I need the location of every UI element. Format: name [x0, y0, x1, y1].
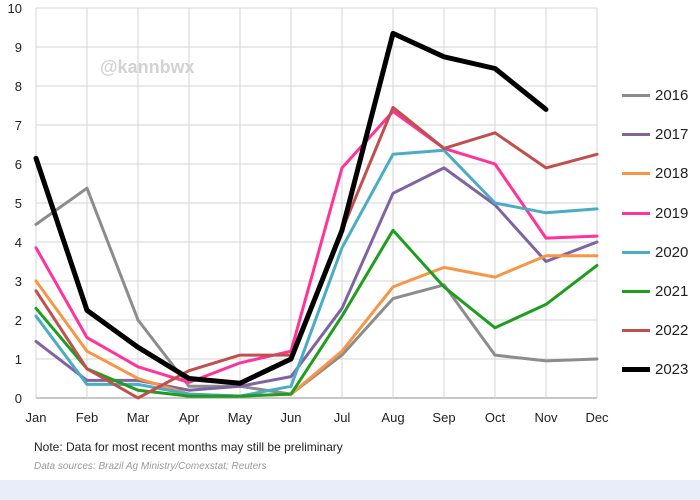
- series-line-2018: [34, 254, 599, 398]
- x-axis-ticks: Jan Feb Mar Apr May Jun Jul Aug Sep Oct Nov Dec: [26, 410, 610, 425]
- watermark-text: @kannbwx: [100, 57, 195, 77]
- legend-item-2018: 2018: [622, 154, 688, 193]
- legend-item-2021: 2021: [622, 272, 688, 311]
- y-tick-label: 3: [15, 274, 22, 289]
- x-tick-label: Jul: [334, 410, 351, 425]
- legend-label: 2022: [655, 322, 689, 340]
- legend-label: 2021: [655, 283, 689, 301]
- x-tick-label: Aug: [381, 410, 404, 425]
- y-axis-ticks: 0 1 2 3 4 5 6 7 8 9 10: [8, 1, 22, 406]
- legend-swatch: [622, 290, 650, 294]
- y-tick-label: 8: [15, 79, 22, 94]
- y-tick-label: 7: [15, 118, 22, 133]
- chart-source: Data sources: Brazil Ag Ministry/Comexst…: [34, 461, 267, 472]
- y-tick-label: 0: [15, 391, 22, 406]
- x-tick-label: Feb: [76, 410, 98, 425]
- chart-note: Note: Data for most recent months may st…: [34, 440, 343, 454]
- legend-label: 2016: [655, 87, 689, 105]
- series-lines: [33, 30, 599, 400]
- series-line-2023: [33, 30, 549, 386]
- legend-label: 2017: [655, 126, 689, 144]
- x-tick-label: Mar: [127, 410, 150, 425]
- y-tick-label: 1: [15, 352, 22, 367]
- legend-item-2017: 2017: [622, 115, 688, 154]
- x-tick-label: Sep: [432, 410, 455, 425]
- legend-swatch: [622, 211, 650, 215]
- legend-item-2022: 2022: [622, 311, 688, 350]
- legend-item-2016: 2016: [622, 76, 688, 115]
- y-tick-label: 5: [15, 196, 22, 211]
- x-tick-label: Apr: [179, 410, 200, 425]
- legend-item-2020: 2020: [622, 233, 688, 272]
- x-tick-label: Oct: [485, 410, 506, 425]
- legend-swatch: [622, 250, 650, 254]
- grid-lines: [35, 7, 598, 399]
- y-tick-label: 4: [15, 235, 22, 250]
- series-line-2020: [34, 148, 599, 398]
- chart-legend: 2016 2017 2018 2019 2020 2021 2022 2023: [622, 76, 688, 390]
- y-tick-label: 9: [15, 40, 22, 55]
- legend-label: 2020: [655, 243, 689, 261]
- y-tick-label: 10: [8, 1, 22, 16]
- legend-label: 2018: [655, 165, 689, 183]
- footer-bar: [0, 480, 700, 500]
- x-tick-label: Jun: [281, 410, 302, 425]
- x-tick-label: May: [228, 410, 253, 425]
- x-tick-label: Dec: [585, 410, 609, 425]
- x-tick-label: Nov: [534, 410, 558, 425]
- series-line-2017: [34, 166, 599, 392]
- series-line-2019: [34, 109, 599, 384]
- legend-label: 2023: [655, 361, 689, 379]
- legend-swatch: [622, 329, 650, 333]
- y-tick-label: 2: [15, 313, 22, 328]
- legend-swatch: [622, 133, 650, 137]
- legend-swatch: [622, 94, 650, 98]
- legend-swatch: [622, 172, 650, 176]
- x-tick-label: Jan: [26, 410, 47, 425]
- y-tick-label: 6: [15, 157, 22, 172]
- legend-item-2023: 2023: [622, 350, 688, 389]
- legend-swatch: [622, 367, 650, 373]
- series-line-2021: [34, 228, 599, 398]
- legend-label: 2019: [655, 204, 689, 222]
- legend-item-2019: 2019: [622, 194, 688, 233]
